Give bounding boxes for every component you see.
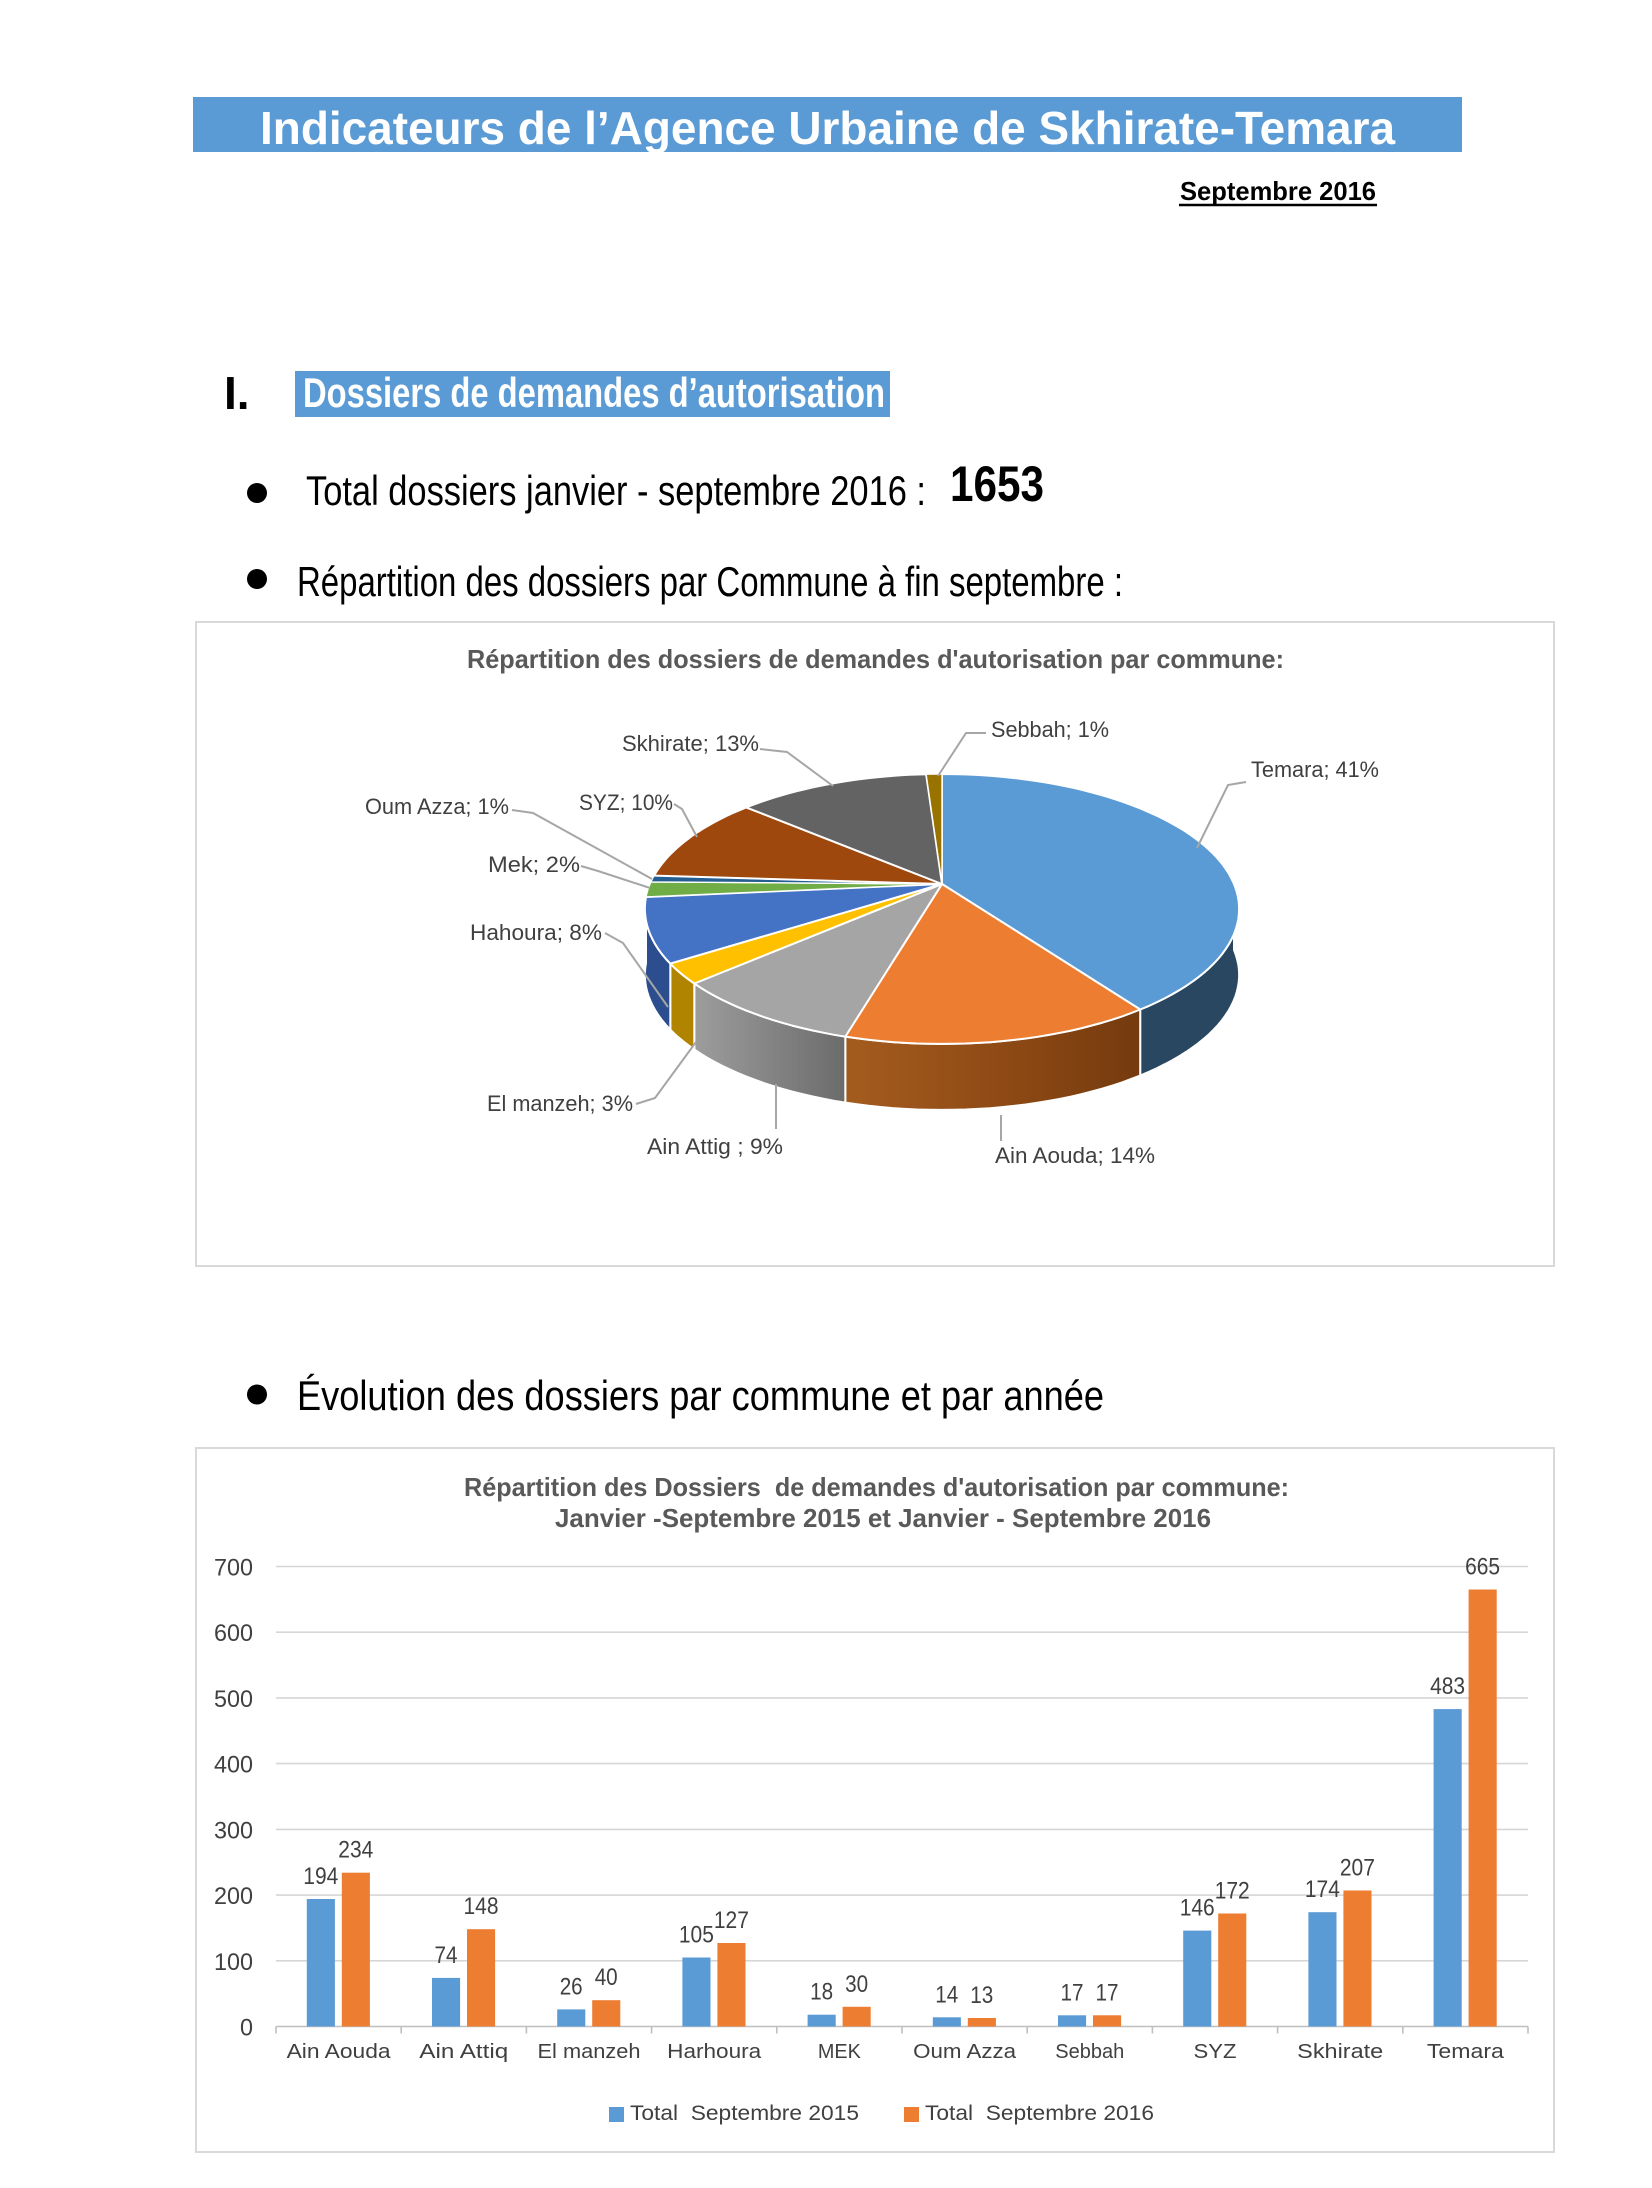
svg-text:Oum Azza; 1%: Oum Azza; 1% bbox=[365, 794, 509, 819]
svg-text:17: 17 bbox=[1096, 1979, 1119, 2006]
svg-text:483: 483 bbox=[1430, 1673, 1465, 1700]
svg-text:30: 30 bbox=[845, 1971, 868, 1998]
svg-text:500: 500 bbox=[214, 1686, 253, 1713]
svg-text:Ain Aouda: Ain Aouda bbox=[287, 2041, 392, 2063]
svg-text:Ain Attiq: Ain Attiq bbox=[419, 2041, 508, 2063]
svg-text:Total Septembre 2016: Total Septembre 2016 bbox=[925, 2102, 1154, 2125]
svg-text:Ain Attig ; 9%: Ain Attig ; 9% bbox=[647, 1134, 783, 1159]
svg-text:MEK: MEK bbox=[818, 2041, 862, 2063]
svg-text:Skhirate; 13%: Skhirate; 13% bbox=[622, 731, 759, 756]
svg-text:Septembre 2016: Septembre 2016 bbox=[1180, 176, 1376, 206]
svg-text:400: 400 bbox=[214, 1752, 253, 1779]
svg-text:172: 172 bbox=[1215, 1877, 1250, 1904]
svg-text:127: 127 bbox=[714, 1907, 749, 1934]
svg-text:Dossiers de demandes d’autoris: Dossiers de demandes d’autorisation bbox=[303, 369, 885, 416]
svg-text:74: 74 bbox=[435, 1942, 458, 1969]
svg-text:SYZ: SYZ bbox=[1194, 2041, 1237, 2063]
svg-text:14: 14 bbox=[935, 1981, 958, 2008]
svg-text:Skhirate: Skhirate bbox=[1297, 2041, 1383, 2063]
svg-text:Répartition des dossiers par C: Répartition des dossiers par Commune à f… bbox=[297, 558, 1123, 605]
svg-text:40: 40 bbox=[595, 1964, 618, 1991]
svg-text:Hahoura; 8%: Hahoura; 8% bbox=[470, 920, 602, 945]
svg-text:Temara: Temara bbox=[1427, 2041, 1505, 2063]
svg-text:Janvier -Septembre 2015 et Jan: Janvier -Septembre 2015 et Janvier - Sep… bbox=[555, 1503, 1211, 1533]
svg-text:174: 174 bbox=[1305, 1876, 1340, 1903]
svg-text:Total dossiers janvier - septe: Total dossiers janvier - septembre 2016 … bbox=[306, 467, 926, 514]
svg-text:Harhoura: Harhoura bbox=[667, 2041, 762, 2063]
svg-text:Mek; 2%: Mek; 2% bbox=[488, 852, 580, 877]
svg-text:Répartition des Dossiers de d: Répartition des Dossiers de demandes d'a… bbox=[464, 1472, 1289, 1502]
svg-text:Sebbah: Sebbah bbox=[1055, 2041, 1124, 2063]
svg-text:600: 600 bbox=[214, 1620, 253, 1647]
svg-text:El manzeh: El manzeh bbox=[538, 2041, 641, 2063]
svg-text:26: 26 bbox=[560, 1973, 583, 2000]
svg-text:0: 0 bbox=[240, 2015, 253, 2042]
svg-text:234: 234 bbox=[338, 1837, 373, 1864]
svg-text:105: 105 bbox=[679, 1922, 714, 1949]
svg-text:17: 17 bbox=[1061, 1979, 1084, 2006]
svg-text:Sebbah; 1%: Sebbah; 1% bbox=[991, 717, 1109, 742]
svg-text:Indicateurs de l’Agence Urbain: Indicateurs de l’Agence Urbaine de Skhir… bbox=[260, 102, 1395, 154]
svg-text:100: 100 bbox=[214, 1949, 253, 1976]
svg-text:665: 665 bbox=[1465, 1554, 1500, 1581]
svg-text:200: 200 bbox=[214, 1883, 253, 1910]
svg-text:I.: I. bbox=[224, 367, 250, 419]
svg-text:18: 18 bbox=[810, 1979, 833, 2006]
svg-text:Évolution des dossiers par com: Évolution des dossiers par commune et pa… bbox=[297, 1372, 1104, 1419]
svg-text:207: 207 bbox=[1340, 1854, 1375, 1881]
svg-text:SYZ; 10%: SYZ; 10% bbox=[579, 790, 673, 815]
svg-text:Total Septembre 2015: Total Septembre 2015 bbox=[630, 2102, 859, 2125]
svg-text:Oum Azza: Oum Azza bbox=[913, 2041, 1017, 2063]
svg-text:El manzeh; 3%: El manzeh; 3% bbox=[487, 1091, 633, 1116]
svg-text:Temara; 41%: Temara; 41% bbox=[1251, 757, 1379, 782]
svg-text:700: 700 bbox=[214, 1555, 253, 1582]
svg-text:13: 13 bbox=[970, 1982, 993, 2009]
svg-text:146: 146 bbox=[1180, 1895, 1215, 1922]
svg-text:Ain Aouda; 14%: Ain Aouda; 14% bbox=[995, 1143, 1155, 1168]
svg-text:194: 194 bbox=[303, 1863, 338, 1890]
svg-text:148: 148 bbox=[464, 1893, 499, 1920]
svg-text:Répartition des dossiers de de: Répartition des dossiers de demandes d'a… bbox=[467, 644, 1284, 674]
svg-text:1653: 1653 bbox=[950, 456, 1044, 512]
svg-text:300: 300 bbox=[214, 1817, 253, 1844]
